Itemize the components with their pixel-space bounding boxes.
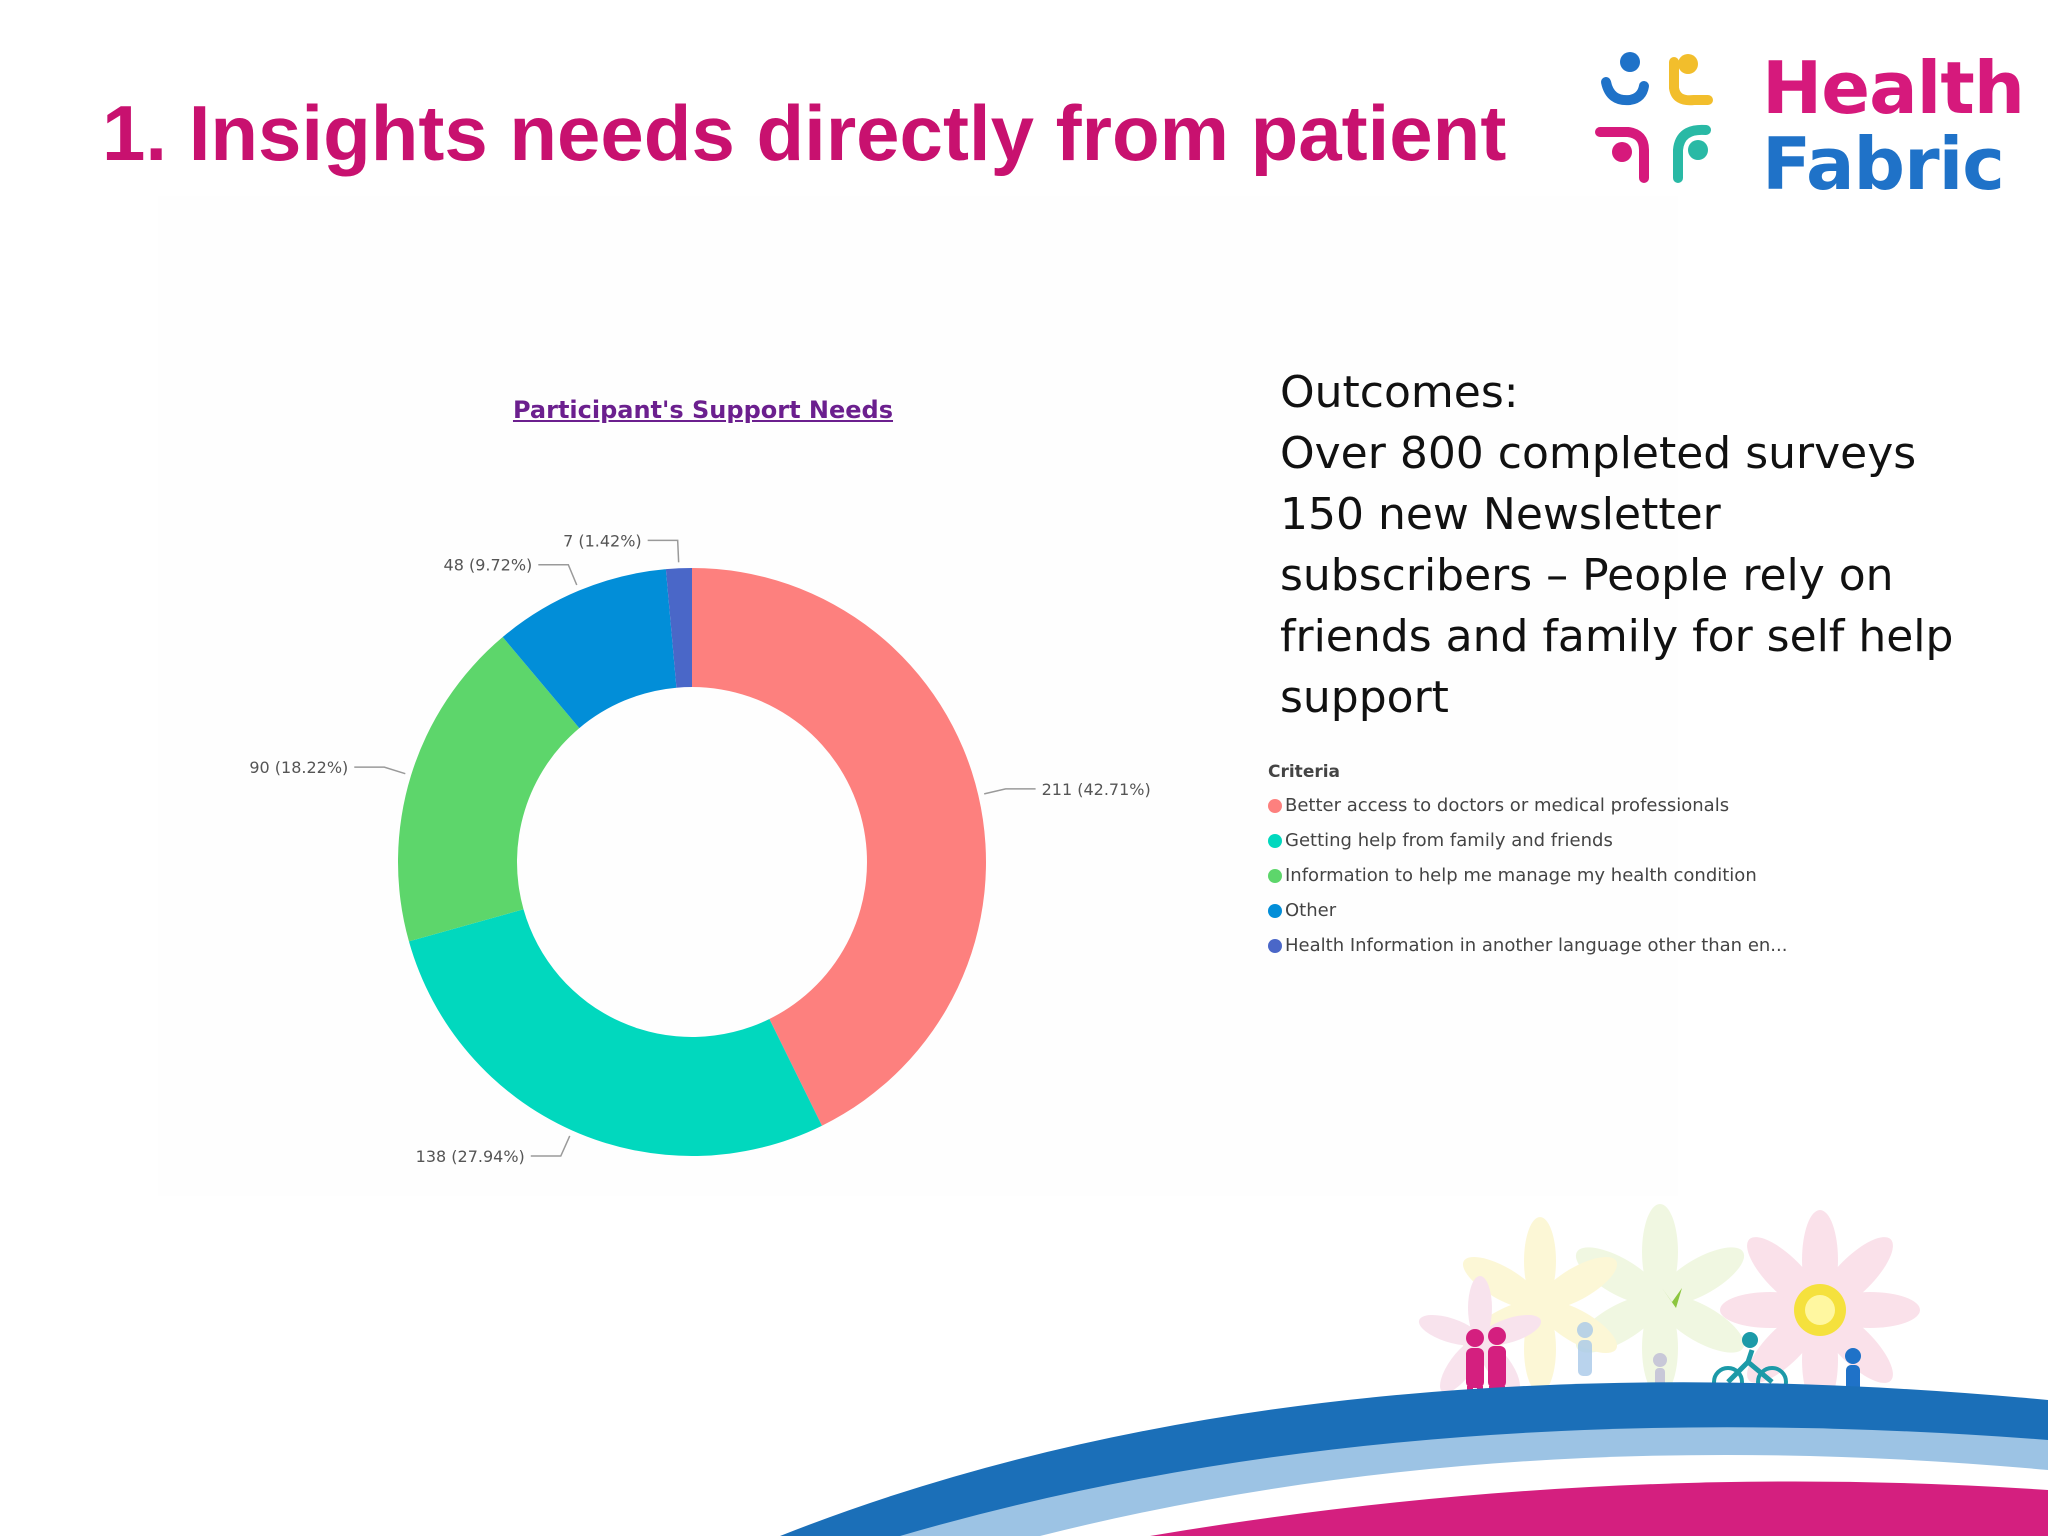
logo-text-fabric: Fabric [1762,122,2005,206]
legend-label: Information to help me manage my health … [1285,865,1757,886]
legend-dot-icon [1268,868,1282,883]
data-label: 90 (18.22%) [249,758,348,777]
legend-dot-icon [1268,938,1282,953]
flower-decoration-icon [1418,1204,1920,1410]
outcomes-line: support [1280,672,1449,723]
data-label: 48 (9.72%) [444,556,533,575]
footer-decoration [780,1204,2048,1536]
legend-item[interactable]: Better access to doctors or medical prof… [1268,788,1787,823]
legend-dot-icon [1268,903,1282,918]
data-label: 7 (1.42%) [563,531,642,550]
donut-slice[interactable] [692,568,986,1126]
leader-line [647,539,680,563]
slide-title: 1. Insights needs directly from patient [102,89,1507,177]
donut-slice[interactable] [665,568,692,688]
legend-item[interactable]: Information to help me manage my health … [1268,858,1787,893]
leader-line [538,563,578,586]
data-label: 138 (27.94%) [416,1147,525,1166]
donut-slice[interactable] [502,569,677,729]
outcomes-line: Over 800 completed surveys [1280,428,1917,479]
outcomes-line: subscribers – People rely on [1280,550,1894,601]
donut-slice[interactable] [398,637,580,942]
legend-label: Better access to doctors or medical prof… [1285,795,1730,816]
legend-item[interactable]: Health Information in another language o… [1268,928,1787,963]
outcomes-text: Outcomes: Over 800 completed surveys 150… [1280,362,1954,728]
chart-legend: Criteria Better access to doctors or med… [1268,762,1787,963]
outcomes-line: 150 new Newsletter [1280,489,1721,540]
outcomes-line: friends and family for self help [1280,611,1954,662]
logo-mark-icon [1595,52,1713,183]
legend-dot-icon [1268,833,1282,848]
legend-label: Getting help from family and friends [1285,830,1613,851]
chart-title: Participant's Support Needs [512,396,894,424]
legend-title: Criteria [1268,762,1341,782]
legend-label: Other [1285,900,1337,921]
logo-text-health: Health [1762,46,2025,130]
wave-pink [1150,1481,2048,1536]
legend-item[interactable]: Getting help from family and friends [1268,823,1787,858]
legend-item[interactable]: Other [1268,893,1787,928]
donut-slice[interactable] [408,909,822,1156]
leader-line [530,1135,571,1157]
health-fabric-logo: Health Fabric [1590,40,2025,206]
leader-line [984,788,1036,795]
legend-dot-icon [1268,798,1282,813]
leader-line [354,766,406,775]
data-label: 211 (42.71%) [1042,780,1151,799]
donut-chart: 211 (42.71%) 138 (27.94%) 90 (18.22%) 48 (9… [249,531,1151,1166]
legend-label: Health Information in another language o… [1285,935,1788,956]
outcomes-line: Outcomes: [1280,367,1519,418]
